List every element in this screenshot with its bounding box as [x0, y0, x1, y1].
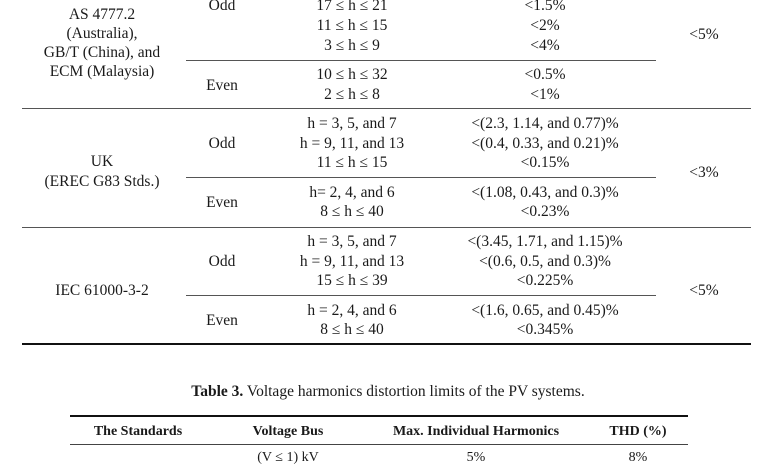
- harmonic-order: 2 ≤ h ≤ 8: [324, 86, 380, 103]
- header-divider: [70, 444, 688, 445]
- thd-limit: <5%: [689, 282, 719, 299]
- inner-divider: [186, 60, 656, 61]
- harmonic-limit: <0.15%: [520, 154, 570, 171]
- max-individual-cell: 5%: [466, 450, 486, 465]
- column-header-standards: The Standards: [93, 424, 183, 439]
- standard-name-line: ECM (Malaysia): [49, 63, 155, 80]
- harmonic-order: 11 ≤ h ≤ 15: [316, 17, 388, 34]
- harmonic-limit: <1%: [530, 86, 560, 103]
- harmonic-order: h = 9, 11, and 13: [299, 135, 405, 152]
- inner-divider: [186, 295, 656, 296]
- standard-name-line: UK: [90, 153, 114, 170]
- harmonic-limit: <0.225%: [516, 272, 574, 289]
- column-header-voltage-bus: Voltage Bus: [252, 424, 324, 439]
- harmonic-limit: <1.5%: [524, 0, 566, 14]
- caption-label: Table 3.: [191, 383, 244, 400]
- harmonic-limit: <0.5%: [524, 66, 566, 83]
- harmonic-order: 8 ≤ h ≤ 40: [320, 321, 384, 338]
- harmonic-order: 17 ≤ h ≤ 21: [316, 0, 388, 14]
- row-group-divider: [22, 227, 751, 228]
- thd-cell: 8%: [628, 450, 648, 465]
- harmonic-order: 11 ≤ h ≤ 15: [316, 154, 388, 171]
- table-caption: Table 3. Voltage harmonics distortion li…: [0, 382, 776, 402]
- standard-name-line: AS 4777.2: [68, 6, 136, 23]
- harmonic-limit: <(1.6, 0.65, and 0.45)%: [471, 302, 619, 319]
- voltage-bus-cell: (V ≤ 1) kV: [257, 450, 319, 465]
- column-header-thd: THD (%): [609, 424, 667, 439]
- standard-name-line: (EREC G83 Stds.): [44, 173, 160, 190]
- parity-label-odd: Odd: [208, 253, 236, 270]
- harmonic-limit: <(2.3, 1.14, and 0.77)%: [471, 115, 619, 132]
- standard-name-line: (Australia),: [66, 25, 138, 42]
- parity-label-odd: Odd: [208, 135, 236, 152]
- table-bottom-rule: [22, 343, 751, 345]
- table-top-rule: [70, 415, 688, 417]
- harmonic-order: h = 9, 11, and 13: [299, 253, 405, 270]
- inner-divider: [186, 177, 656, 178]
- harmonic-order: h = 3, 5, and 7: [307, 115, 397, 132]
- harmonic-order: 10 ≤ h ≤ 32: [316, 66, 388, 83]
- parity-label-even: Even: [206, 194, 238, 211]
- harmonic-limit: <(0.4, 0.33, and 0.21)%: [471, 135, 619, 152]
- harmonic-limit: <4%: [530, 37, 560, 54]
- row-group-divider: [22, 108, 751, 109]
- parity-label-even: Even: [206, 312, 238, 329]
- harmonic-order: 8 ≤ h ≤ 40: [320, 203, 384, 220]
- harmonic-limit: <2%: [530, 17, 560, 34]
- harmonic-order: h = 3, 5, and 7: [307, 233, 397, 250]
- parity-label-odd: Odd: [208, 0, 236, 14]
- harmonic-order: 15 ≤ h ≤ 39: [316, 272, 388, 289]
- harmonic-limit: <0.345%: [516, 321, 574, 338]
- harmonic-order: h = 2, 4, and 6: [307, 302, 397, 319]
- harmonic-order: h= 2, 4, and 6: [309, 184, 395, 201]
- column-header-max-individual: Max. Individual Harmonics: [392, 424, 560, 439]
- parity-label-even: Even: [206, 77, 238, 94]
- thd-limit: <3%: [689, 164, 719, 181]
- standard-name-line: IEC 61000-3-2: [55, 282, 149, 299]
- caption-text: Voltage harmonics distortion limits of t…: [246, 383, 585, 400]
- standard-name-line: GB/T (China), and: [43, 44, 161, 61]
- harmonic-order: 3 ≤ h ≤ 9: [324, 37, 380, 54]
- harmonic-limit: <(3.45, 1.71, and 1.15)%: [467, 233, 623, 250]
- harmonic-limit: <(1.08, 0.43, and 0.3)%: [471, 184, 619, 201]
- harmonic-limit: <(0.6, 0.5, and 0.3)%: [479, 253, 611, 270]
- harmonic-limit: <0.23%: [520, 203, 570, 220]
- thd-limit: <5%: [689, 26, 719, 43]
